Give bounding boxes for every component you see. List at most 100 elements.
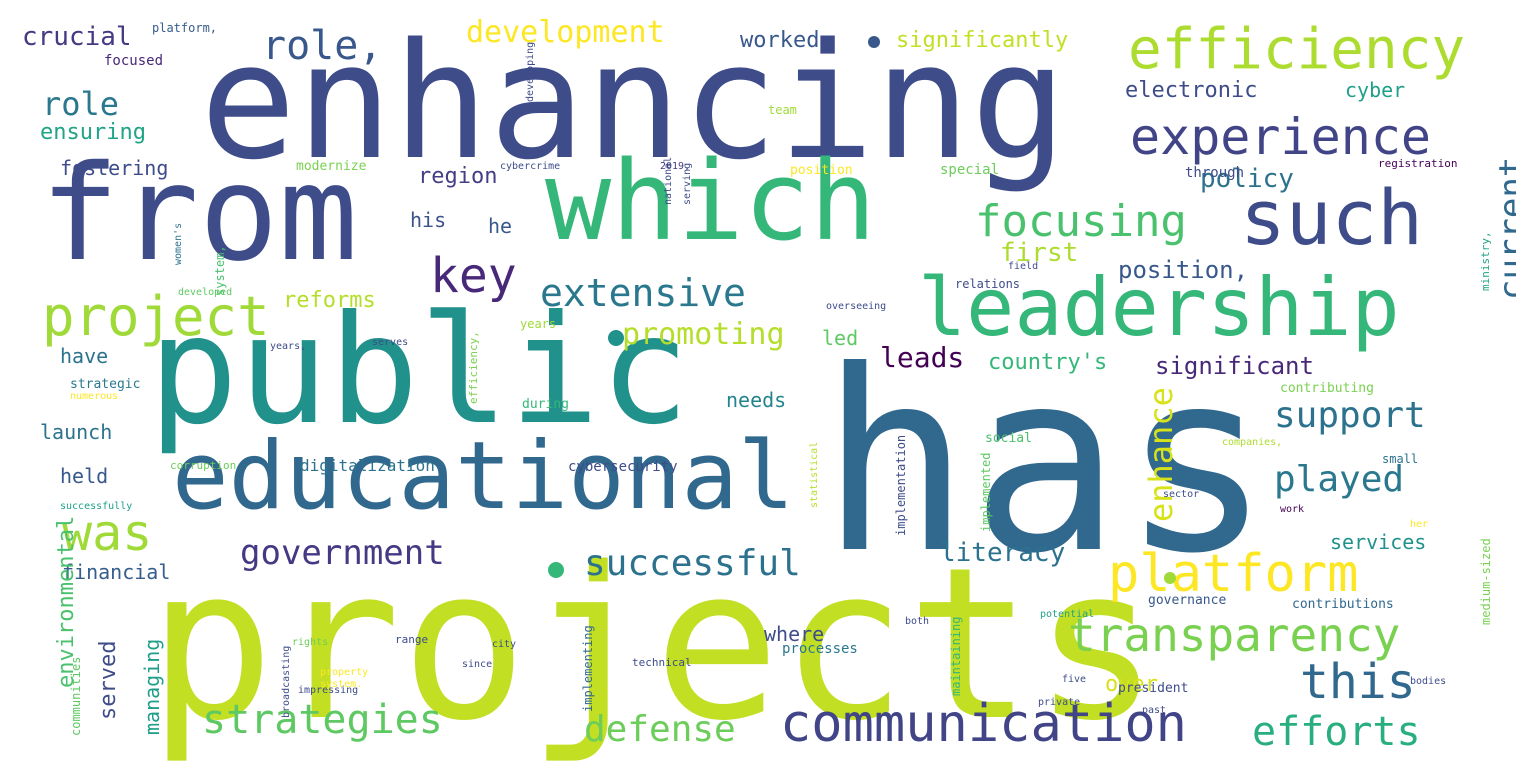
word-contributing: contributing [1280, 381, 1374, 396]
word-ensuring: ensuring [40, 120, 146, 145]
word-leadership: leadership [918, 261, 1400, 354]
word-key: key [430, 248, 517, 304]
word-registration: registration [1378, 157, 1458, 170]
word-contributions: contributions [1292, 597, 1394, 612]
word-enhancing: enhancing [200, 8, 1067, 195]
word-2019: 2019, [660, 161, 691, 172]
word-development: development [466, 15, 665, 50]
word-served: served [96, 640, 121, 720]
word-strategies: strategies [202, 697, 443, 743]
word-played: played [1274, 459, 1405, 500]
word-country-s: country's [988, 350, 1108, 375]
word-needs: needs [726, 388, 787, 412]
word-reforms: reforms [283, 288, 376, 313]
word-crucial: crucial [22, 22, 132, 52]
word-support: support [1274, 395, 1426, 436]
word-cybercrime: cybercrime [500, 161, 561, 172]
word-strategic: strategic [70, 377, 141, 392]
word-has: has [820, 317, 1272, 608]
word-impressing: impressing [298, 685, 359, 696]
word-he: he [488, 214, 513, 238]
word-broadcasting: broadcasting [281, 645, 292, 718]
word-corruption: corruption [170, 459, 237, 472]
word-services: services [1330, 530, 1427, 554]
word-statistical: statistical [809, 441, 820, 508]
word-fostering: fostering [60, 156, 169, 180]
word-numerous: numerous [70, 391, 119, 402]
word-years: years, [270, 341, 307, 352]
word-successfully: successfully [60, 501, 133, 512]
word-city: city [492, 639, 517, 650]
word-sector: sector [1163, 489, 1200, 500]
word-through: through [1185, 165, 1245, 181]
word-small: small [1382, 452, 1419, 466]
word-processes: processes [782, 641, 858, 657]
word-potential: potential [1040, 609, 1095, 620]
word-enhance: enhance [1142, 387, 1180, 522]
dot-mark [608, 330, 624, 346]
word-such: such [1240, 173, 1424, 262]
word-medium-sized: medium-sized [1479, 538, 1493, 625]
word-platform: platform [1108, 544, 1359, 604]
word-social: social [985, 431, 1032, 446]
word-position: position, [1118, 256, 1249, 284]
word-extensive: extensive [540, 271, 746, 315]
word-position: position [790, 163, 853, 178]
word-platform: platform, [152, 21, 218, 35]
word-serving: serving [682, 162, 693, 205]
word-digitalization: digitalization [300, 456, 435, 475]
word-this: this [1300, 654, 1416, 710]
word-launch: launch [40, 420, 113, 444]
word-serves: serves [372, 337, 409, 348]
word-promoting: promoting [622, 317, 785, 352]
word-both: both [905, 616, 930, 627]
word-her: her [1410, 519, 1429, 530]
word-policy: policy [1200, 164, 1294, 194]
dot-mark [868, 36, 880, 48]
word-current: current [1492, 156, 1516, 300]
word-from: from [40, 137, 358, 291]
word-financial: financial [62, 560, 171, 584]
word-efficiency: efficiency [1128, 17, 1466, 82]
word-which: which [545, 137, 877, 265]
word-project: project [42, 285, 270, 348]
word-public: public [148, 284, 690, 458]
word-cybersecurity: cybersecurity [568, 459, 678, 475]
word-efforts: efforts [1252, 709, 1421, 755]
word-modernize: modernize [296, 159, 367, 174]
word-since: since [462, 659, 493, 670]
word-women-s: women's [173, 222, 184, 265]
word-property: property [320, 667, 369, 678]
word-national: national [663, 156, 674, 205]
word-efficiency: efficiency, [467, 331, 480, 404]
word-significant: significant [1155, 352, 1314, 380]
word-implementation: implementation [894, 434, 908, 536]
dot-mark [1164, 572, 1176, 584]
word-developed: developed [178, 287, 233, 298]
word-first: first [1000, 238, 1079, 268]
word-technical: technical [632, 656, 692, 669]
word-communities: communities [69, 656, 83, 736]
word-successful: successful [584, 543, 801, 584]
word-developing: developing [525, 41, 536, 102]
word-ministry: ministry, [1479, 231, 1492, 291]
word-region: region [418, 164, 498, 189]
word-literacy: literacy [940, 538, 1066, 568]
dot-mark [548, 562, 564, 578]
word-team: team [768, 103, 797, 117]
word-president: president [1118, 681, 1189, 696]
word-projects: projects [148, 522, 1160, 767]
word-experience: experience [1130, 108, 1432, 166]
word-where: where [764, 622, 825, 646]
word-government: government [240, 533, 445, 573]
word-have: have [60, 344, 109, 368]
word-private: private [1038, 697, 1081, 708]
word-held: held [60, 464, 109, 488]
word-managing: managing [140, 638, 164, 735]
word-his: his [410, 208, 447, 232]
word-past: past [1142, 705, 1167, 716]
word-years: years [520, 317, 557, 331]
word-relations: relations [955, 277, 1021, 291]
word-system: system. [320, 679, 363, 690]
word-worked: worked [740, 28, 820, 53]
